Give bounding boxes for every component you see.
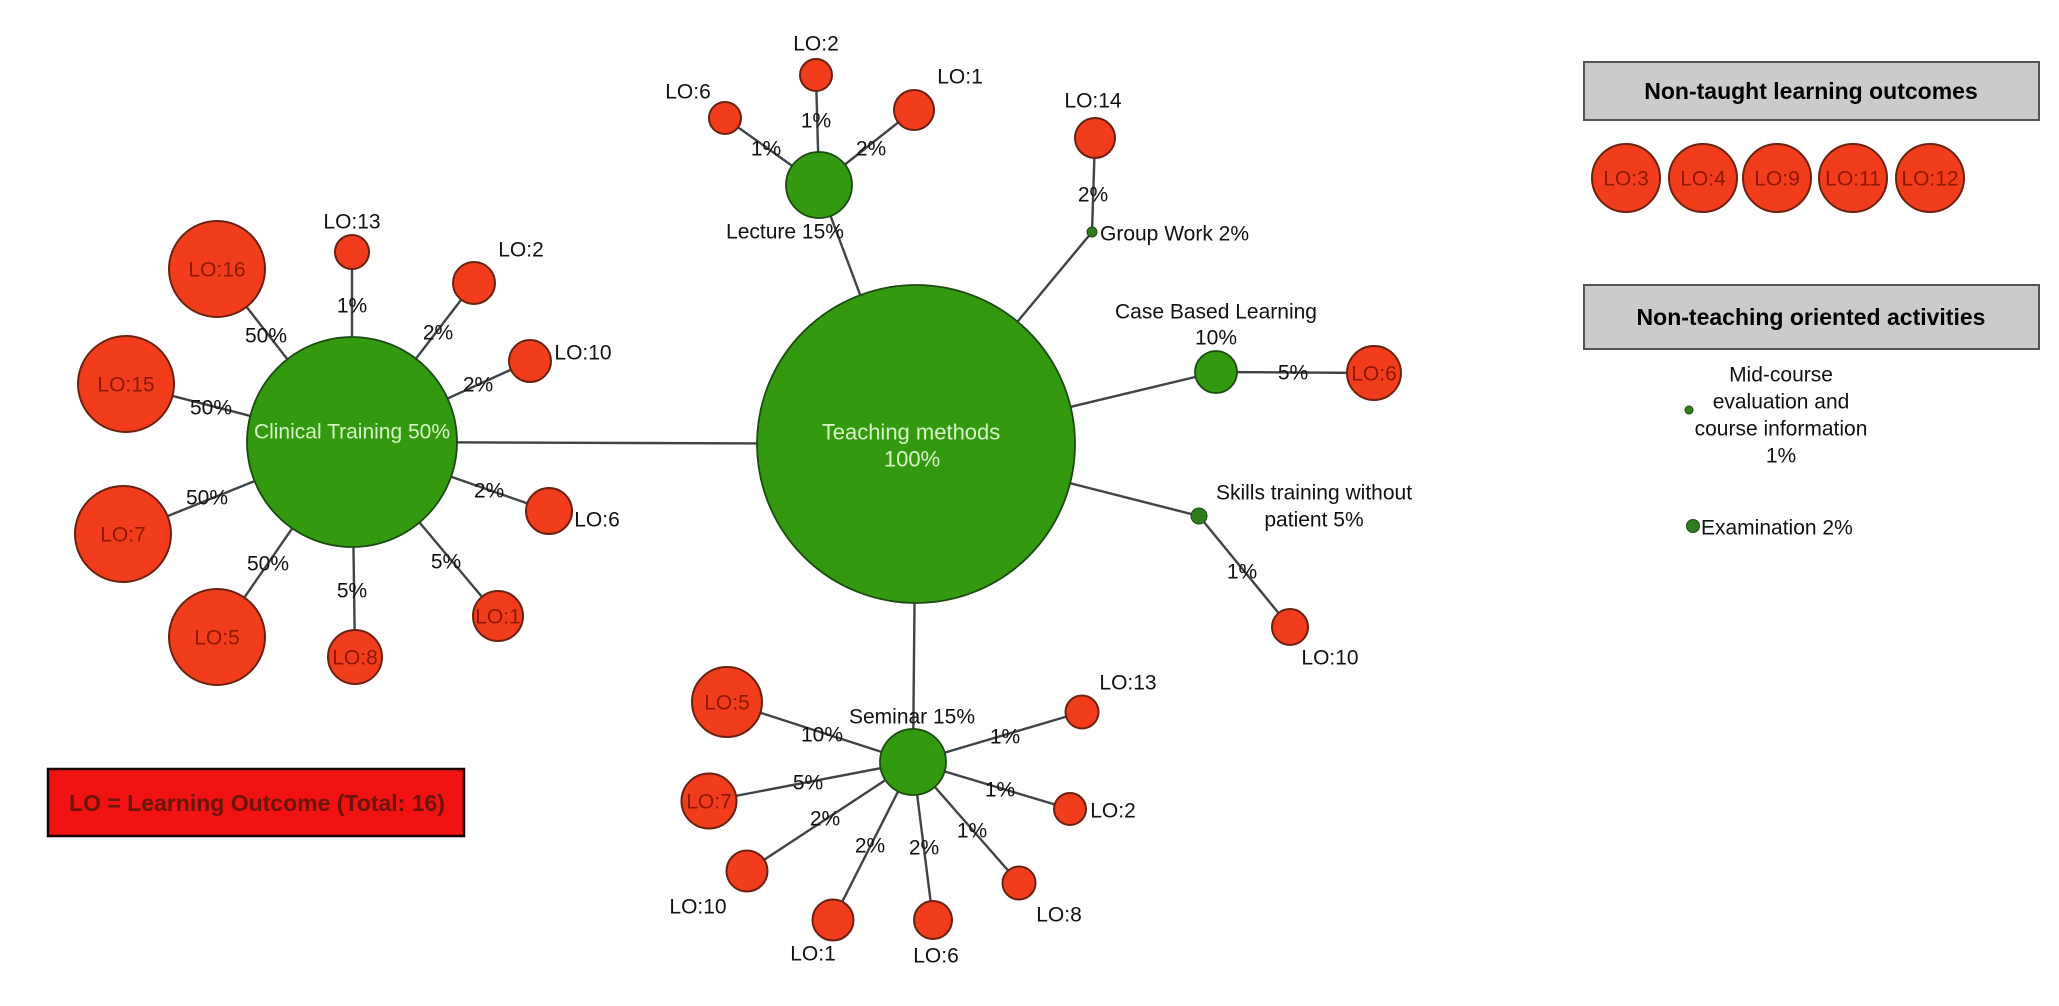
svg-text:2%: 2% (810, 807, 840, 830)
svg-text:LO:7: LO:7 (686, 790, 732, 813)
svg-text:1%: 1% (990, 725, 1020, 748)
svg-text:LO:15: LO:15 (97, 373, 154, 396)
svg-text:10%: 10% (1195, 326, 1237, 349)
svg-text:LO:13: LO:13 (1099, 671, 1156, 694)
svg-text:1%: 1% (957, 819, 987, 842)
svg-text:LO:3: LO:3 (1603, 167, 1649, 190)
svg-text:2%: 2% (463, 373, 493, 396)
svg-text:1%: 1% (751, 137, 781, 160)
svg-text:LO:1: LO:1 (790, 942, 836, 965)
svg-text:2%: 2% (1078, 183, 1108, 206)
svg-text:Clinical Training 50%: Clinical Training 50% (254, 420, 450, 443)
svg-text:Group Work 2%: Group Work 2% (1100, 222, 1249, 245)
svg-text:LO:12: LO:12 (1901, 167, 1958, 190)
svg-text:LO:16: LO:16 (188, 258, 245, 281)
svg-text:1%: 1% (1766, 444, 1796, 467)
svg-text:10%: 10% (801, 723, 843, 746)
svg-text:course information: course information (1695, 417, 1868, 440)
svg-text:LO:6: LO:6 (1351, 362, 1397, 385)
svg-text:2%: 2% (909, 836, 939, 859)
svg-text:LO:1: LO:1 (937, 65, 983, 88)
svg-text:Seminar 15%: Seminar 15% (849, 705, 975, 728)
svg-text:LO:5: LO:5 (194, 626, 240, 649)
svg-text:50%: 50% (190, 396, 232, 419)
svg-text:LO:8: LO:8 (332, 646, 378, 669)
svg-text:LO:8: LO:8 (1036, 903, 1082, 926)
svg-text:LO:9: LO:9 (1754, 167, 1800, 190)
svg-text:1%: 1% (985, 778, 1015, 801)
svg-text:LO:6: LO:6 (574, 508, 620, 531)
svg-text:LO:10: LO:10 (669, 895, 726, 918)
svg-text:LO:14: LO:14 (1064, 89, 1122, 112)
svg-text:100%: 100% (884, 447, 940, 472)
svg-text:1%: 1% (337, 294, 367, 317)
svg-text:LO:6: LO:6 (913, 944, 959, 967)
svg-text:5%: 5% (337, 579, 367, 602)
svg-text:1%: 1% (801, 109, 831, 132)
svg-text:2%: 2% (474, 479, 504, 502)
svg-text:LO:7: LO:7 (100, 523, 146, 546)
svg-text:Non-teaching oriented activiti: Non-teaching oriented activities (1637, 304, 1986, 330)
svg-text:50%: 50% (247, 552, 289, 575)
svg-text:LO:10: LO:10 (554, 341, 611, 364)
svg-text:LO:11: LO:11 (1825, 167, 1881, 190)
svg-text:LO:5: LO:5 (704, 691, 750, 714)
svg-text:LO:10: LO:10 (1301, 646, 1358, 669)
svg-text:LO = Learning Outcome (Total:: LO = Learning Outcome (Total: 16) (69, 790, 445, 816)
svg-text:LO:2: LO:2 (1090, 799, 1136, 822)
svg-text:evaluation and: evaluation and (1713, 390, 1850, 413)
svg-text:5%: 5% (431, 550, 461, 573)
svg-text:LO:13: LO:13 (323, 210, 380, 233)
svg-text:LO:1: LO:1 (475, 605, 521, 628)
svg-text:5%: 5% (793, 771, 823, 794)
svg-text:LO:2: LO:2 (793, 32, 839, 55)
svg-text:2%: 2% (856, 137, 886, 160)
svg-text:1%: 1% (1227, 560, 1257, 583)
svg-text:Skills training without: Skills training without (1216, 481, 1412, 504)
svg-text:50%: 50% (186, 486, 228, 509)
svg-text:LO:2: LO:2 (498, 238, 544, 261)
svg-text:LO:6: LO:6 (665, 80, 711, 103)
svg-text:Case Based Learning: Case Based Learning (1115, 300, 1317, 323)
svg-text:Teaching methods: Teaching methods (822, 420, 1001, 445)
svg-text:patient 5%: patient 5% (1264, 508, 1363, 531)
svg-text:Lecture 15%: Lecture 15% (726, 220, 844, 243)
svg-text:5%: 5% (1278, 361, 1308, 384)
svg-text:LO:4: LO:4 (1680, 167, 1726, 190)
svg-text:Mid-course: Mid-course (1729, 363, 1833, 386)
svg-text:2%: 2% (423, 321, 453, 344)
svg-text:50%: 50% (245, 324, 287, 347)
svg-text:Non-taught learning outcomes: Non-taught learning outcomes (1644, 78, 1978, 104)
svg-text:Examination 2%: Examination 2% (1701, 516, 1853, 539)
svg-text:2%: 2% (855, 834, 885, 857)
